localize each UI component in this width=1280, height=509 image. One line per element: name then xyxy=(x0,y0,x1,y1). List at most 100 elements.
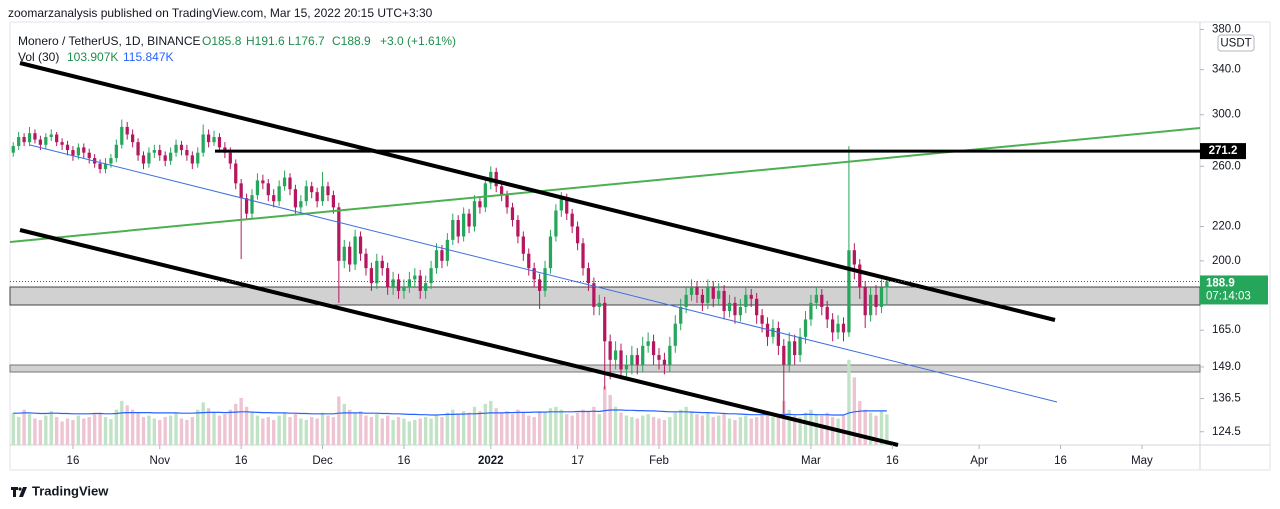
volume-bar xyxy=(456,414,460,445)
volume-bar xyxy=(250,412,254,445)
candle-body xyxy=(565,198,569,214)
volume-bar xyxy=(673,412,677,445)
footer-brand: TradingView xyxy=(32,483,109,498)
volume-bar xyxy=(592,406,596,445)
candle-body xyxy=(841,323,846,333)
volume-bar xyxy=(863,409,867,445)
currency-label[interactable]: USDT xyxy=(1220,38,1251,50)
volume-bar xyxy=(299,418,303,445)
volume-bar xyxy=(792,415,797,445)
volume-bar xyxy=(765,412,770,445)
y-tick-label: 300.0 xyxy=(1212,109,1241,121)
volume-bar xyxy=(798,417,802,445)
volume-bar xyxy=(82,418,86,445)
candle-body xyxy=(575,226,580,244)
volume-bar xyxy=(820,415,824,445)
volume-bar xyxy=(418,418,422,445)
candle-body xyxy=(782,345,786,365)
candle-body xyxy=(136,142,140,156)
volume-bar xyxy=(874,415,878,445)
volume-bar xyxy=(494,408,498,445)
candle-body xyxy=(646,341,650,346)
volume-bar xyxy=(641,415,645,445)
candle-body xyxy=(315,192,319,202)
volume-bar xyxy=(87,417,91,445)
published-line: zoomarzanalysis published on TradingView… xyxy=(8,6,433,20)
candle-body xyxy=(272,195,276,202)
volume-bar xyxy=(499,412,504,445)
volume-bar xyxy=(635,418,639,445)
volume-bar xyxy=(337,396,341,445)
candle-body xyxy=(201,134,205,153)
candle-body xyxy=(809,302,813,320)
volume-bar xyxy=(266,417,270,445)
volume-bar xyxy=(624,415,629,445)
volume-bar xyxy=(11,412,15,445)
volume-bar xyxy=(38,420,43,445)
volume-bar xyxy=(380,418,384,445)
candle-body xyxy=(255,180,260,196)
volume-bar xyxy=(581,409,585,445)
volume-bar xyxy=(847,359,851,445)
volume-bar xyxy=(65,418,70,445)
candle-body xyxy=(196,152,200,164)
candle-body xyxy=(60,142,64,145)
volume-bar xyxy=(852,377,857,445)
candle-body xyxy=(55,134,59,143)
volume-bar xyxy=(223,414,227,445)
x-tick-label: 16 xyxy=(235,455,248,467)
y-tick-label: 136.5 xyxy=(1212,393,1241,405)
volume-bar xyxy=(234,403,238,445)
volume-bar xyxy=(782,400,786,445)
volume-bar xyxy=(92,414,97,445)
y-tick-label: 220.0 xyxy=(1212,221,1241,233)
ohlc-open: O185.8 xyxy=(202,34,242,48)
candle-body xyxy=(505,195,509,208)
volume-bar xyxy=(130,409,135,445)
volume-bar xyxy=(385,415,390,445)
candle-body xyxy=(744,294,748,307)
candle-body xyxy=(277,186,281,202)
volume-bar xyxy=(771,417,775,445)
candle-body xyxy=(597,302,601,307)
volume-bar xyxy=(570,415,574,445)
volume-bar xyxy=(695,414,699,445)
volume-bar xyxy=(358,411,363,445)
volume-bar xyxy=(451,409,455,445)
candle-body xyxy=(478,201,482,208)
candle-body xyxy=(434,250,439,269)
volume-bar xyxy=(33,418,37,445)
volume-bar xyxy=(575,412,580,445)
candle-body xyxy=(163,155,167,161)
candle-body xyxy=(755,298,759,316)
candle-body xyxy=(673,323,677,346)
candle-body xyxy=(168,152,173,161)
candle-body xyxy=(375,260,379,284)
candle-body xyxy=(831,319,835,333)
candle-body xyxy=(635,355,639,365)
volume-bar xyxy=(472,406,477,445)
volume-bar xyxy=(22,409,26,445)
volume-bar xyxy=(603,386,607,445)
last-price-label: 188.9 xyxy=(1206,277,1235,289)
currency-button[interactable] xyxy=(1217,34,1255,52)
volume-bar xyxy=(787,409,791,445)
volume-bar xyxy=(201,402,205,445)
candle-body xyxy=(445,239,449,261)
candle-body xyxy=(657,355,661,360)
candle-body xyxy=(331,195,336,208)
volume-bar xyxy=(776,414,781,445)
x-tick-label: 17 xyxy=(571,455,584,467)
volume-bar xyxy=(217,415,222,445)
candle-body xyxy=(456,220,460,237)
volume-bar xyxy=(163,417,167,445)
volume-bar xyxy=(510,414,515,445)
candle-body xyxy=(87,152,91,159)
candle-body xyxy=(651,341,656,356)
volume-bar xyxy=(109,419,113,445)
candle-body xyxy=(179,144,184,151)
candle-body xyxy=(516,220,520,237)
volume-bar xyxy=(461,411,466,445)
volume-bar xyxy=(120,400,124,445)
candle-body xyxy=(326,186,330,196)
